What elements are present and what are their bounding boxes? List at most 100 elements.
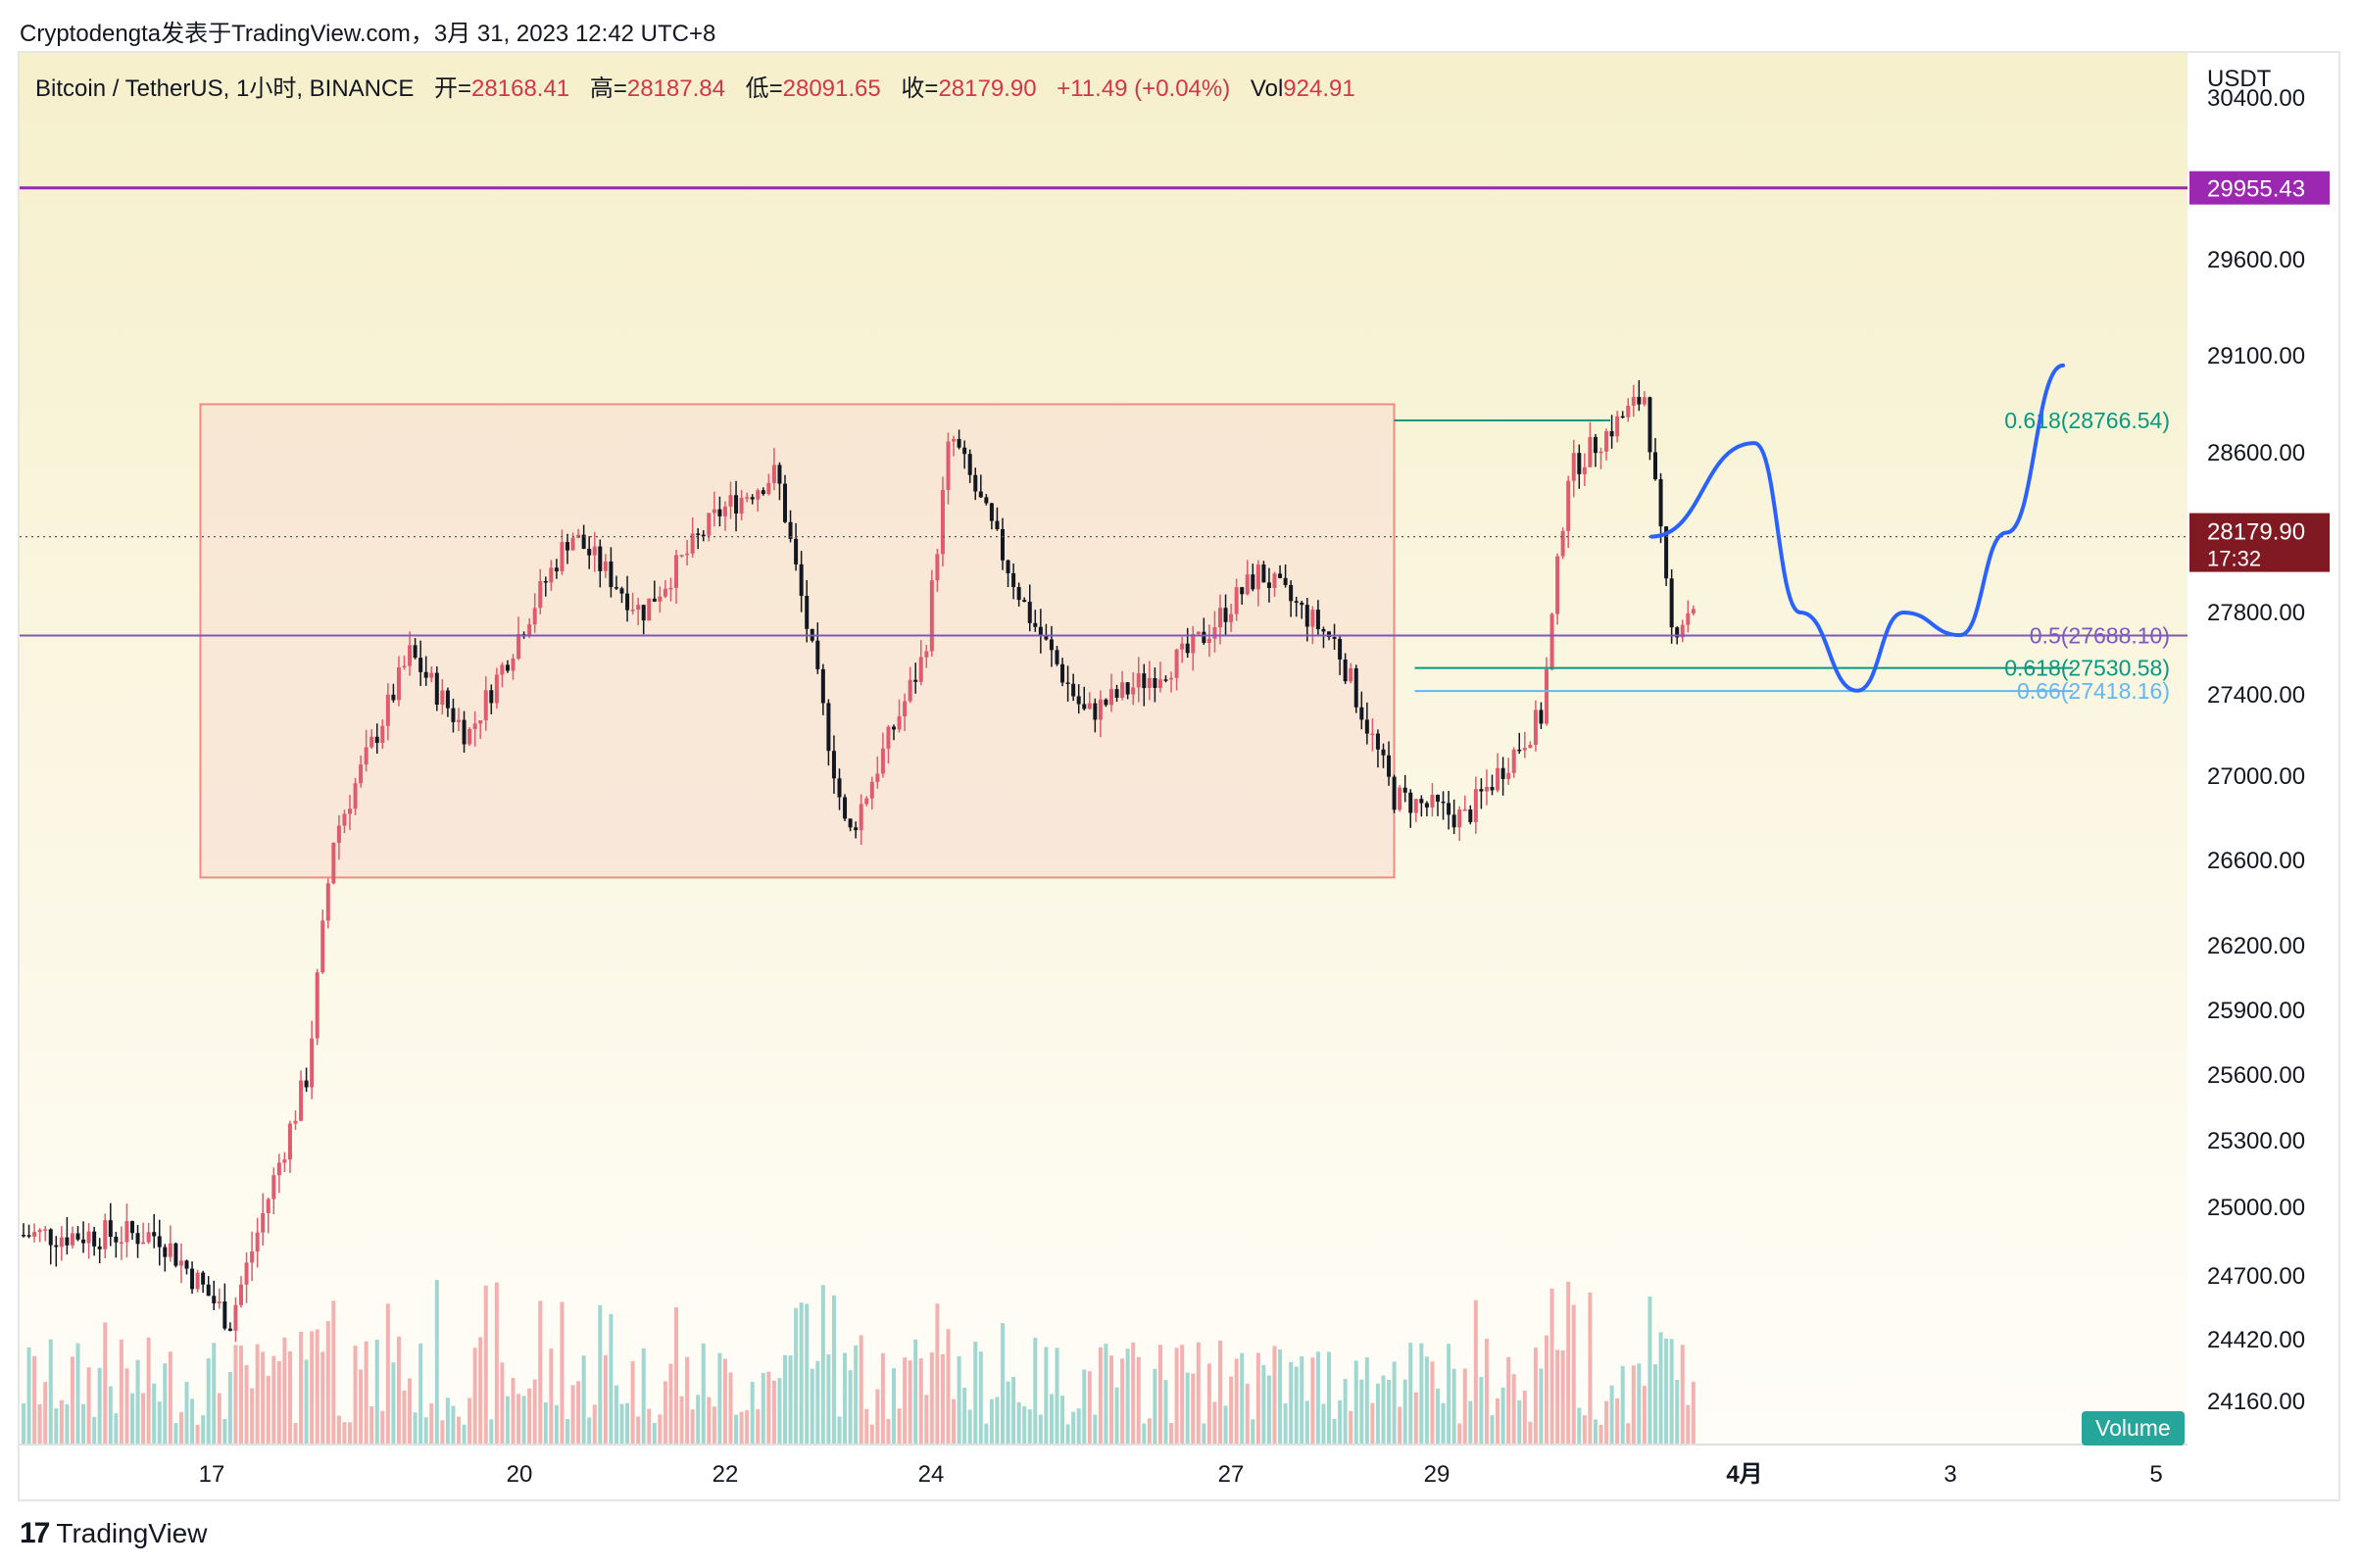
x-tick-label: 24 (918, 1461, 945, 1488)
candle-body (1147, 677, 1152, 689)
volume-bar (679, 1396, 684, 1445)
candle-body (1664, 526, 1669, 579)
volume-bar (1381, 1375, 1386, 1445)
candle-body (854, 827, 859, 831)
candle-body (1555, 556, 1560, 614)
candle-body (483, 690, 488, 721)
candle-body (320, 920, 325, 973)
candle (489, 684, 494, 714)
candle-body (1049, 639, 1054, 651)
candle-body (603, 561, 608, 571)
candle (1136, 657, 1141, 703)
candle (244, 1251, 249, 1303)
volume-bar (1206, 1363, 1211, 1445)
candle-body (1212, 627, 1217, 639)
candle-body (1647, 397, 1652, 453)
candle-body (1055, 650, 1059, 664)
y-tick-label: 24160.00 (2207, 1389, 2305, 1415)
volume-bar (532, 1379, 537, 1445)
volume-bar (929, 1351, 934, 1445)
candle-body (1549, 613, 1554, 670)
candle (1598, 447, 1603, 469)
volume-bar (1315, 1351, 1320, 1445)
candle (1517, 732, 1522, 755)
candle-body (1691, 609, 1696, 613)
candle (1436, 794, 1440, 816)
candle-body (1353, 667, 1358, 708)
candle-body (1266, 582, 1271, 589)
candle (854, 821, 859, 839)
candle-body (1093, 703, 1098, 720)
volume-bar (276, 1361, 281, 1445)
candle (472, 710, 477, 747)
volume-bar (707, 1396, 712, 1445)
volume-bar (1473, 1299, 1478, 1445)
volume-bar (315, 1329, 320, 1445)
candle (897, 699, 902, 733)
volume-bar (1436, 1389, 1440, 1445)
volume-bar (374, 1340, 379, 1445)
volume-bar (146, 1337, 151, 1445)
candle (1038, 609, 1043, 654)
candle (771, 448, 776, 491)
candle (603, 554, 608, 578)
volume-bar (820, 1285, 825, 1445)
volume-bar (783, 1354, 787, 1445)
high-value: 28187.84 (626, 75, 725, 102)
volume-bar (1413, 1392, 1418, 1445)
volume-bar (1321, 1403, 1326, 1445)
candle (831, 735, 836, 794)
candle-body (696, 533, 701, 535)
candle-body (380, 725, 385, 744)
candle-body (820, 668, 825, 704)
candle-body (892, 726, 896, 730)
volume-bar (848, 1370, 853, 1445)
candle (54, 1236, 59, 1267)
candle-body (913, 679, 918, 682)
volume-bar (1027, 1409, 1032, 1445)
candle-body (1001, 529, 1005, 561)
candle-body (369, 736, 374, 748)
candle-body (1669, 578, 1674, 628)
candle (1022, 597, 1027, 603)
candle (1174, 648, 1179, 691)
volume-bar (995, 1396, 1000, 1445)
candle-body (1240, 587, 1245, 595)
volume-bar (282, 1337, 287, 1445)
volume-bar (43, 1382, 48, 1445)
volume-bar (1174, 1348, 1179, 1445)
candle-body (423, 671, 428, 678)
volume-bar (1457, 1423, 1462, 1445)
candle (59, 1226, 64, 1261)
volume-bar (527, 1388, 532, 1445)
candle (276, 1153, 281, 1194)
candle-body (1430, 795, 1435, 808)
candle-body (532, 608, 537, 625)
candle-body (777, 465, 782, 484)
candle (1588, 421, 1593, 467)
candle (1223, 594, 1228, 636)
candle-body (722, 506, 727, 516)
candle (1163, 675, 1168, 683)
candle (1060, 658, 1065, 687)
candle (423, 656, 428, 686)
candle-body (32, 1232, 37, 1237)
candle-body (652, 598, 657, 602)
candle (1462, 795, 1467, 811)
volume-bar (1408, 1343, 1413, 1445)
symbol-name[interactable]: Bitcoin / TetherUS, 1小时, BINANCE (35, 75, 415, 102)
volume-bar (1142, 1423, 1147, 1445)
volume-bar (1104, 1344, 1108, 1445)
candle (701, 530, 706, 542)
candle (413, 638, 418, 660)
volume-bar (1675, 1380, 1680, 1445)
candle-body (1642, 397, 1647, 405)
candle (1658, 472, 1663, 544)
tradingview-logo[interactable]: 17 TradingView (20, 1517, 207, 1550)
candle-body (1468, 809, 1473, 822)
volume-bar (1278, 1349, 1283, 1445)
volume-indicator-badge[interactable]: Volume (2082, 1411, 2185, 1446)
candle-body (614, 587, 618, 589)
candle-body (549, 567, 554, 583)
